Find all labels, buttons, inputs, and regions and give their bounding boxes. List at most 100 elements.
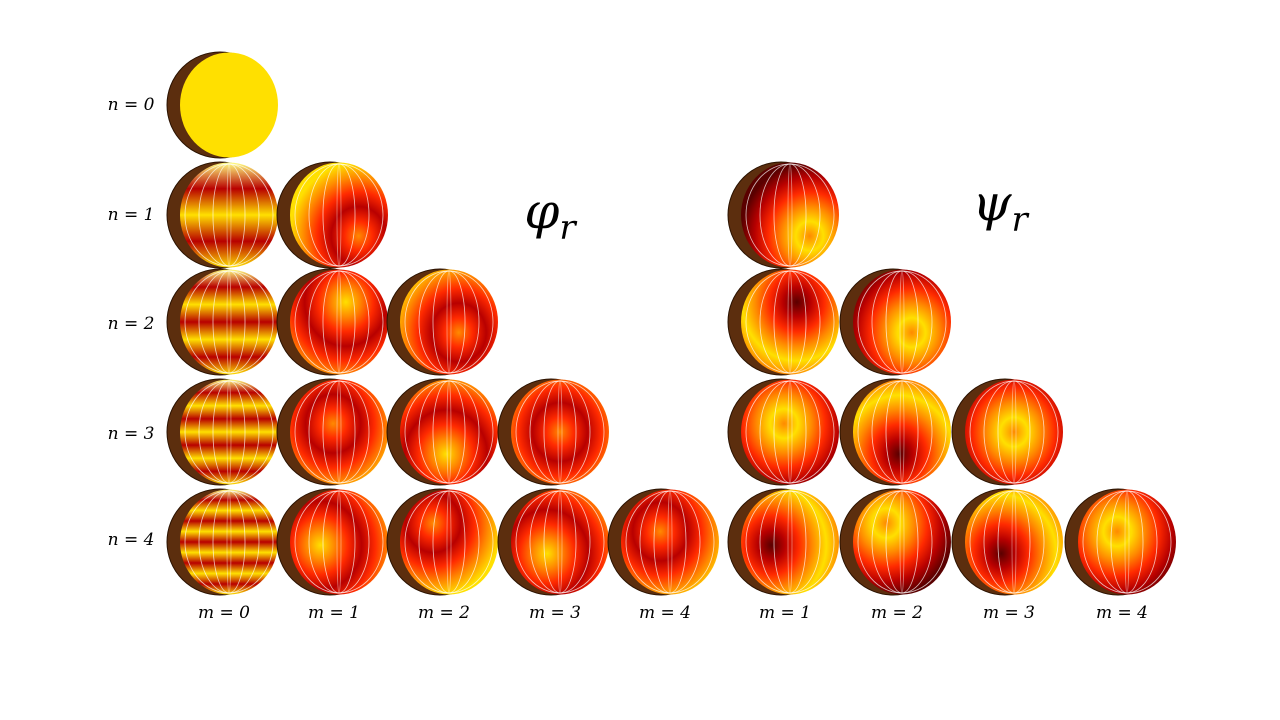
field-line [885, 490, 919, 594]
field-line [418, 380, 480, 484]
field-line [983, 380, 1045, 484]
field-line [871, 490, 933, 594]
field-line [1082, 490, 1172, 594]
row-label-n2: n = 2 [107, 314, 155, 334]
sphere-surface [853, 269, 951, 375]
field-line [322, 270, 356, 374]
psi-sphere-n3-m1 [727, 378, 839, 486]
psi-sphere-n2-m1 [727, 268, 839, 376]
field-line [322, 163, 356, 267]
field-line [745, 490, 835, 594]
field-line [226, 163, 232, 267]
field-line [997, 490, 1031, 594]
field-line [432, 270, 466, 374]
field-line [198, 163, 260, 267]
field-line [294, 163, 384, 267]
row-label-n1: n = 1 [107, 205, 155, 225]
field-line [226, 380, 232, 484]
field-line [653, 490, 687, 594]
psi-sphere-n4-m4 [1064, 488, 1176, 596]
row-label-n3: n = 3 [107, 424, 155, 444]
field-line [745, 380, 835, 484]
field-line [212, 490, 246, 594]
phi-col-label-m0: m = 0 [198, 603, 250, 623]
field-line [773, 270, 807, 374]
field-line [653, 490, 687, 594]
phi-sphere-n4-m3 [497, 488, 609, 596]
field-line [787, 380, 793, 484]
sphere-surface [180, 162, 278, 268]
field-line [983, 380, 1045, 484]
field-line [212, 490, 246, 594]
sphere-surface [621, 489, 719, 595]
phi-sphere-n1-m0 [166, 161, 278, 269]
phi-col-label-m3: m = 3 [529, 603, 581, 623]
sphere-surface [741, 379, 839, 485]
field-line [336, 270, 342, 374]
field-line [198, 270, 260, 374]
phi-sphere-n4-m0 [166, 488, 278, 596]
field-line [404, 490, 494, 594]
field-line [969, 380, 1059, 484]
field-line [787, 490, 793, 594]
sphere-surface [511, 489, 609, 595]
psi-sphere-n2-m2 [839, 268, 951, 376]
field-line [871, 490, 933, 594]
field-line [759, 270, 821, 374]
field-line [759, 270, 821, 374]
field-line [745, 380, 835, 484]
field-line [871, 270, 933, 374]
field-line [418, 380, 480, 484]
field-line [759, 380, 821, 484]
field-line [212, 380, 246, 484]
field-line [184, 490, 274, 594]
sphere-surface [290, 379, 388, 485]
field-line [446, 380, 452, 484]
field-line [625, 490, 715, 594]
field-line [983, 490, 1045, 594]
field-line [198, 490, 260, 594]
field-line [667, 490, 673, 594]
field-line [308, 490, 370, 594]
sphere-surface [965, 489, 1063, 595]
field-line [294, 270, 384, 374]
phi-sphere-n3-m1 [276, 378, 388, 486]
sphere-surface [290, 489, 388, 595]
psi-sphere-n4-m3 [951, 488, 1063, 596]
field-line [404, 380, 494, 484]
field-line [773, 163, 807, 267]
field-line [432, 490, 466, 594]
field-line [1124, 490, 1130, 594]
field-line [857, 490, 947, 594]
field-line [529, 380, 591, 484]
field-line [745, 163, 835, 267]
phi-sphere-n4-m2 [386, 488, 498, 596]
field-line [212, 163, 246, 267]
field-line [639, 490, 701, 594]
field-line [198, 163, 260, 267]
phi-col-label-m2: m = 2 [418, 603, 470, 623]
field-line [404, 380, 494, 484]
field-line [198, 380, 260, 484]
sphere-surface [400, 489, 498, 595]
field-line [787, 163, 793, 267]
field-line [515, 380, 605, 484]
field-line [899, 490, 905, 594]
field-line [983, 490, 1045, 594]
field-line [418, 270, 480, 374]
field-line [515, 490, 605, 594]
field-line [885, 270, 919, 374]
psi-sphere-n3-m2 [839, 378, 951, 486]
field-line [857, 380, 947, 484]
phi-sphere-n3-m0 [166, 378, 278, 486]
field-line [1110, 490, 1144, 594]
field-line [294, 490, 384, 594]
field-line [997, 380, 1031, 484]
psi-sphere-n1-m1 [727, 161, 839, 269]
phi-sphere-n0-m0 [166, 51, 278, 159]
field-line [322, 380, 356, 484]
row-label-n4: n = 4 [107, 530, 155, 550]
phi-col-label-m4: m = 4 [639, 603, 691, 623]
field-line [773, 380, 807, 484]
